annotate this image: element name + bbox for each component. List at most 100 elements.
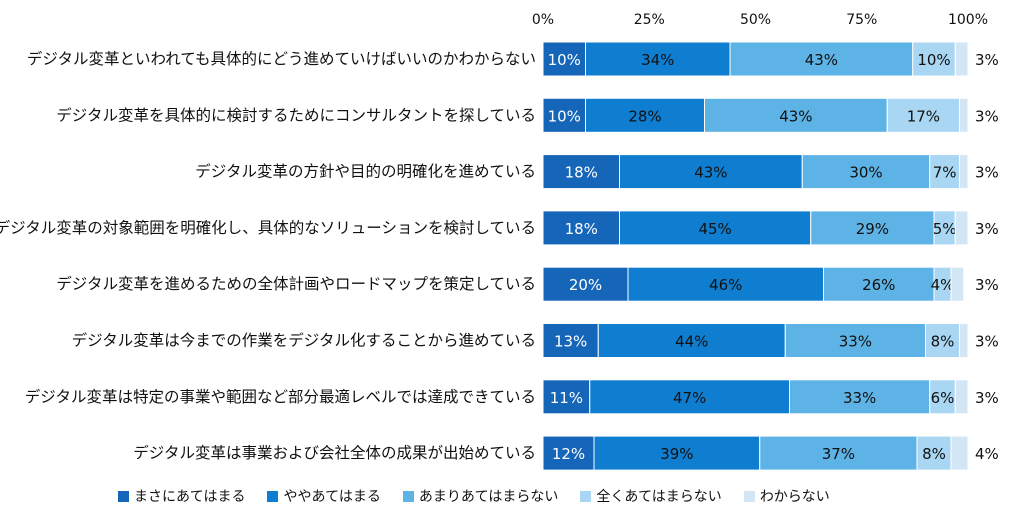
bar-segment bbox=[959, 154, 969, 190]
legend-item: ややあてはまる bbox=[267, 486, 381, 506]
data-label: 47% bbox=[673, 389, 706, 407]
chart-row: デジタル変革の対象範囲を明確化し、具体的なソリューションを検討している 18% 45… bbox=[0, 210, 999, 246]
data-label: 7% bbox=[933, 164, 957, 182]
data-label: 39% bbox=[660, 445, 693, 463]
category-label: デジタル変革といわれても具体的にどう進めていけばいいのかわからない bbox=[27, 49, 536, 68]
data-label: 8% bbox=[922, 445, 946, 463]
chart-legend: まさにあてはまる ややあてはまる あまりあてはまらない 全くあてはまらない わからない bbox=[118, 486, 852, 506]
bar-segment bbox=[950, 435, 969, 471]
chart-row: デジタル変革は今までの作業をデジタル化することから進めている 13% 44% 33% 8… bbox=[72, 323, 999, 358]
bar-segment bbox=[585, 41, 731, 77]
legend-swatch bbox=[580, 490, 592, 502]
category-label: デジタル変革は今までの作業をデジタル化することから進めている bbox=[72, 331, 536, 350]
bar-segment bbox=[954, 41, 969, 77]
stacked-bar-chart: 0% 25% 50% 75% 100% デジタル変革といわれても具体的にどう進めていけば… bbox=[0, 12, 999, 471]
legend-swatch bbox=[118, 490, 129, 502]
category-label: デジタル変革を具体的に検討するためにコンサルタントを探している bbox=[56, 105, 536, 124]
bar-segment bbox=[542, 41, 586, 77]
bar-segment bbox=[627, 266, 824, 302]
data-label: 10% bbox=[548, 107, 581, 125]
bar-segment bbox=[729, 41, 914, 77]
bar-segment bbox=[823, 266, 935, 302]
data-label: 44% bbox=[675, 333, 708, 351]
data-label: 45% bbox=[698, 220, 731, 238]
data-label: 34% bbox=[641, 51, 674, 69]
data-label: 18% bbox=[565, 220, 598, 238]
x-tick-label: 75% bbox=[846, 12, 877, 28]
chart-row: デジタル変革は特定の事業や範囲など部分最適レベルでは達成できている 11% 47% 3… bbox=[25, 379, 999, 415]
data-label: 33% bbox=[843, 389, 876, 407]
bar-segment bbox=[789, 379, 931, 415]
bar-segment bbox=[916, 435, 952, 471]
data-label: 10% bbox=[548, 51, 581, 69]
data-label: 37% bbox=[822, 445, 855, 463]
bar-segment bbox=[585, 97, 705, 133]
chart-rows: デジタル変革といわれても具体的にどう進めていけばいいのかわからない 10% 34% 4… bbox=[0, 41, 999, 471]
chart-row: デジタル変革を具体的に検討するためにコンサルタントを探している 10% 28% 43%… bbox=[56, 97, 999, 133]
x-tick-label: 25% bbox=[634, 12, 665, 28]
data-label: 3% bbox=[975, 333, 999, 351]
bar-segment bbox=[542, 379, 591, 415]
data-label: 3% bbox=[975, 389, 999, 407]
legend-label: ややあてはまる bbox=[283, 489, 381, 505]
x-tick-label: 50% bbox=[740, 12, 771, 28]
category-label: デジタル変革を進めるための全体計画やロードマップを策定している bbox=[56, 274, 536, 293]
data-label: 13% bbox=[554, 333, 587, 351]
bar-segment bbox=[619, 210, 812, 246]
x-tick-label: 100% bbox=[948, 12, 988, 28]
bar-segment bbox=[542, 323, 599, 358]
legend-item: まさにあてはまる bbox=[118, 486, 245, 506]
bar-segment bbox=[959, 323, 969, 358]
data-label: 12% bbox=[552, 445, 585, 463]
legend-label: わからない bbox=[759, 489, 830, 505]
data-label: 46% bbox=[709, 276, 742, 294]
category-label: デジタル変革は特定の事業や範囲など部分最適レベルでは達成できている bbox=[25, 387, 536, 406]
bar-segment bbox=[954, 379, 969, 415]
legend-label: あまりあてはまらない bbox=[418, 489, 559, 505]
data-label: 8% bbox=[931, 333, 955, 351]
category-label: デジタル変革の対象範囲を明確化し、具体的なソリューションを検討している bbox=[0, 218, 536, 237]
legend-item: 全くあてはまらない bbox=[580, 486, 722, 506]
data-label: 28% bbox=[628, 107, 661, 125]
legend-item: わからない bbox=[743, 486, 830, 506]
data-label: 4% bbox=[931, 276, 955, 294]
category-label: デジタル変革は事業および会社全体の成果が出始めている bbox=[133, 443, 536, 462]
bar-segment bbox=[542, 97, 586, 133]
legend-swatch bbox=[267, 490, 279, 502]
chart-row: デジタル変革を進めるための全体計画やロードマップを策定している 20% 46% 26%… bbox=[56, 266, 999, 302]
bar-segment bbox=[542, 266, 629, 302]
data-label: 3% bbox=[975, 220, 999, 238]
data-label: 3% bbox=[975, 51, 999, 69]
x-tick-label: 0% bbox=[532, 12, 554, 28]
data-label: 6% bbox=[931, 389, 955, 407]
data-label: 18% bbox=[565, 164, 598, 182]
data-label: 4% bbox=[975, 445, 999, 463]
legend-swatch bbox=[743, 490, 755, 502]
legend-swatch bbox=[402, 490, 414, 502]
bar-segment bbox=[542, 154, 620, 190]
data-label: 10% bbox=[917, 51, 950, 69]
legend-label: まさにあてはまる bbox=[134, 489, 246, 505]
bar-segment bbox=[704, 97, 888, 133]
data-label: 3% bbox=[975, 107, 999, 125]
x-axis-ticks: 0% 25% 50% 75% 100% bbox=[532, 12, 988, 28]
chart-row: デジタル変革は事業および会社全体の成果が出始めている 12% 39% 37% 8% 4% bbox=[133, 435, 999, 471]
data-label: 26% bbox=[862, 276, 895, 294]
bar-segment bbox=[542, 210, 620, 246]
chart-row: デジタル変革の方針や目的の明確化を進めている 18% 43% 30% 7% 3% bbox=[195, 154, 999, 190]
bar-segment bbox=[954, 210, 969, 246]
data-label: 5% bbox=[933, 220, 957, 238]
data-label: 43% bbox=[779, 107, 812, 125]
data-label: 43% bbox=[694, 164, 727, 182]
category-label: デジタル変革の方針や目的の明確化を進めている bbox=[195, 162, 536, 181]
legend-label: 全くあてはまらない bbox=[596, 489, 722, 505]
data-label: 17% bbox=[907, 107, 940, 125]
legend-item: あまりあてはまらない bbox=[402, 486, 559, 506]
bar-segment bbox=[959, 97, 969, 133]
bar-segment bbox=[593, 435, 761, 471]
bar-segment bbox=[784, 323, 926, 358]
bar-segment bbox=[886, 97, 960, 133]
bar-segment bbox=[619, 154, 803, 190]
data-label: 20% bbox=[569, 276, 602, 294]
data-label: 30% bbox=[849, 164, 882, 182]
